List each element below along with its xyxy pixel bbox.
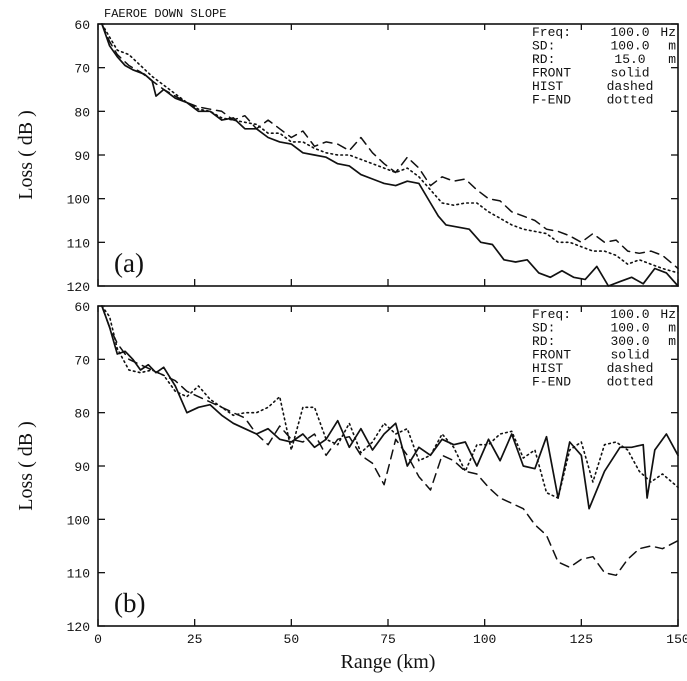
y-tick-label-2-120: 120 xyxy=(67,620,90,635)
panel-label-1: (a) xyxy=(114,248,144,278)
y-tick-label-1-90: 90 xyxy=(74,149,90,164)
legend-value-1-3: solid xyxy=(610,66,649,81)
legend-value-2-3: solid xyxy=(610,348,649,363)
legend-unit-1-2: m xyxy=(668,52,676,67)
y-tick-label-1-60: 60 xyxy=(74,18,90,33)
x-tick-label-150: 150 xyxy=(666,632,687,647)
legend-unit-2-2: m xyxy=(668,334,676,349)
y-tick-label-2-80: 80 xyxy=(74,407,90,422)
legend-value-2-5: dotted xyxy=(607,375,654,390)
legend-label-2-5: F-END xyxy=(532,375,571,390)
y-tick-label-1-120: 120 xyxy=(67,280,90,295)
series-line-f-end-panel-1 xyxy=(101,23,679,274)
legend-unit-1-1: m xyxy=(668,39,676,54)
legend-label-2-4: HIST xyxy=(532,361,563,376)
legend-label-2-1: SD: xyxy=(532,321,555,336)
legend-value-1-4: dashed xyxy=(607,79,654,94)
x-tick-label-125: 125 xyxy=(570,632,593,647)
plot-frame-2 xyxy=(97,305,679,627)
series-line-hist-panel-1 xyxy=(101,23,679,270)
legend-label-1-4: HIST xyxy=(532,79,563,94)
legend-label-2-0: Freq: xyxy=(532,307,571,322)
legend-value-2-1: 100.0 xyxy=(610,321,649,336)
legend-label-1-2: RD: xyxy=(532,52,555,67)
legend-value-2-2: 300.0 xyxy=(610,334,649,349)
y-tick-label-1-100: 100 xyxy=(67,193,90,208)
legend-label-1-0: Freq: xyxy=(532,25,571,40)
legend-value-1-5: dotted xyxy=(607,93,654,108)
legend-label-1-3: FRONT xyxy=(532,66,571,81)
y-axis-label-2: Loss ( dB ) xyxy=(15,421,37,510)
x-tick-label-50: 50 xyxy=(284,632,300,647)
legend-unit-2-1: m xyxy=(668,321,676,336)
legend-unit-2-0: Hz xyxy=(660,307,676,322)
plot-frame-1 xyxy=(97,23,679,287)
legend-label-1-1: SD: xyxy=(532,39,555,54)
x-axis-label: Range (km) xyxy=(341,651,436,673)
legend-value-2-0: 100.0 xyxy=(610,307,649,322)
legend-label-2-3: FRONT xyxy=(532,348,571,363)
legend-label-2-2: RD: xyxy=(532,334,555,349)
x-tick-label-25: 25 xyxy=(187,632,203,647)
chart-title: FAEROE DOWN SLOPE xyxy=(104,7,226,21)
y-tick-label-2-70: 70 xyxy=(74,353,90,368)
legend-unit-1-0: Hz xyxy=(660,25,676,40)
y-tick-label-2-90: 90 xyxy=(74,460,90,475)
x-tick-label-75: 75 xyxy=(380,632,396,647)
series-line-front-panel-2 xyxy=(101,305,679,510)
panel-label-2: (b) xyxy=(114,588,145,618)
y-tick-label-2-110: 110 xyxy=(67,567,90,582)
legend-label-1-5: F-END xyxy=(532,93,571,108)
legend-value-2-4: dashed xyxy=(607,361,654,376)
y-tick-label-2-100: 100 xyxy=(67,513,90,528)
y-tick-label-1-80: 80 xyxy=(74,105,90,120)
y-tick-label-1-110: 110 xyxy=(67,236,90,251)
series-line-f-end-panel-2 xyxy=(101,305,679,499)
series-line-front-panel-1 xyxy=(101,23,679,287)
y-tick-label-1-70: 70 xyxy=(74,62,90,77)
y-axis-label-1: Loss ( dB ) xyxy=(15,110,37,199)
series-line-hist-panel-2 xyxy=(101,305,679,577)
legend-value-1-2: 15.0 xyxy=(614,52,645,67)
legend-value-1-1: 100.0 xyxy=(610,39,649,54)
x-tick-label-0: 0 xyxy=(94,632,102,647)
legend-value-1-0: 100.0 xyxy=(610,25,649,40)
y-tick-label-2-60: 60 xyxy=(74,300,90,315)
x-tick-label-100: 100 xyxy=(473,632,496,647)
